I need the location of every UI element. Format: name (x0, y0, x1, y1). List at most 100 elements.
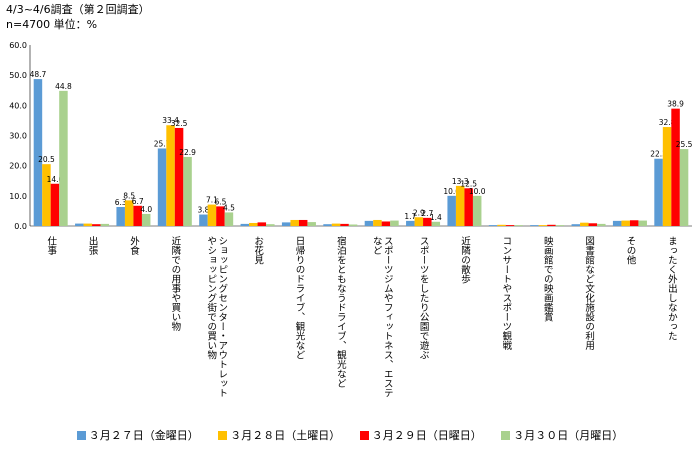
bar-4-4 (183, 156, 192, 226)
data-label: 1.4 (430, 213, 442, 222)
data-label: 10.0 (469, 187, 486, 196)
bar-3-6 (257, 222, 267, 226)
data-label: 3.8 (197, 206, 209, 215)
bar-4-8 (348, 224, 358, 226)
bar-3-4 (174, 127, 184, 226)
data-label: 13.3 (452, 177, 469, 186)
category-label: 図書館など文化施設の利用 (583, 236, 595, 351)
data-label: 12.5 (460, 179, 477, 188)
legend-swatch-series-1 (76, 430, 86, 440)
chart-header: 4/3~4/6調査（第２回調査） n=4700 単位：% (6, 2, 150, 32)
bar-2-4 (166, 125, 175, 226)
category-label: スポーツジムやフィットネス、エステ (382, 236, 394, 398)
category-label: コンサートやスポーツ観戦 (500, 236, 512, 351)
data-label: 22.9 (179, 148, 196, 157)
bar-2-15 (621, 220, 630, 226)
bar-2-3 (124, 200, 134, 226)
bar-4-3 (141, 213, 151, 226)
bar-4-7 (307, 222, 316, 226)
bar-2-6 (249, 222, 258, 226)
bar-1-6 (240, 223, 250, 226)
bar-1-4 (157, 148, 167, 226)
category-label: 近隣の散歩 (459, 235, 471, 284)
bar-4-15 (638, 220, 647, 226)
category-label: 出張 (87, 235, 99, 256)
bar-3-16 (671, 108, 680, 226)
bar-2-12 (497, 224, 506, 226)
data-label: 4.0 (140, 205, 152, 214)
bar-2-11 (455, 185, 465, 226)
bar-3-3 (133, 205, 142, 226)
bar-4-11 (472, 195, 482, 226)
bar-2-10 (414, 217, 424, 226)
bar-1-12 (488, 225, 498, 226)
bar-3-13 (547, 224, 556, 226)
bar-1-5 (199, 214, 208, 226)
data-label: 4.5 (223, 203, 235, 212)
bar-chart: 0.0 10.0 20.0 30.0 40.0 50.0 60.0 48.7 6.3 25.7 3.… (9, 41, 693, 398)
category-label: まったく外出しなかった (666, 236, 678, 341)
category-label: 宿泊をともなうドライブ、観光など (335, 235, 347, 388)
data-label: 32.8 (659, 118, 676, 127)
bar-1-13 (530, 225, 539, 226)
bar-1-15 (612, 220, 622, 226)
data-label: 20.5 (38, 155, 55, 164)
legend-swatch-series-3 (359, 430, 369, 440)
bar-4-1 (59, 90, 68, 226)
legend-label-series-3: ３月２９日（日曜日） (371, 429, 482, 442)
bar-1-11 (447, 195, 456, 226)
category-label: ショッピングセンター・アウトレット (216, 236, 228, 398)
category-label: 近隣での用事や買い物 (169, 235, 181, 332)
legend-label-series-1: ３月２７日（金曜日） (88, 429, 199, 442)
category-label: その他 (624, 236, 636, 265)
data-label: 33.4 (162, 116, 179, 125)
legend-swatch-series-2 (218, 430, 228, 440)
data-label: 8.5 (123, 191, 135, 200)
bar-4-14 (597, 223, 606, 226)
bar-3-7 (298, 219, 308, 226)
bar-3-2 (92, 224, 101, 226)
bar-1-8 (323, 224, 332, 226)
bar-2-9 (373, 219, 382, 226)
bar-1-7 (281, 222, 291, 226)
category-label: など (371, 236, 383, 255)
data-label: 1.7 (404, 212, 416, 221)
bar-3-10 (423, 217, 432, 226)
bar-2-1 (42, 164, 51, 226)
legend-swatch-series-4 (501, 430, 511, 440)
y-tick-label: 30.0 (9, 132, 27, 141)
bar-1-2 (75, 223, 84, 226)
bar-1-9 (364, 220, 374, 226)
legend-label-series-4: ３月３０日（月曜日） (513, 429, 624, 442)
bar-1-10 (406, 220, 415, 226)
y-tick-label: 60.0 (9, 41, 27, 50)
bar-4-10 (431, 221, 441, 226)
legend-item-series-2: ３月２８日（土曜日） (218, 427, 340, 443)
data-label: 6.3 (115, 198, 127, 207)
data-label: 14.0 (47, 175, 64, 184)
category-label: 映画館での映画鑑賞 (542, 235, 554, 322)
bar-3-15 (629, 220, 639, 226)
bar-2-2 (83, 223, 93, 226)
chart-legend: ３月２７日（金曜日） ３月２８日（土曜日） ３月２９日（日曜日） ３月３０日（月… (0, 427, 700, 443)
category-label: 仕事 (45, 235, 57, 255)
category-label: 外食 (128, 235, 140, 256)
bar-3-12 (505, 225, 515, 226)
category-label: やショッピング街での買い物 (205, 236, 217, 360)
bar-4-13 (555, 225, 565, 226)
bar-2-8 (331, 223, 341, 226)
data-label: 25.5 (676, 140, 693, 149)
bar-3-1 (50, 183, 60, 226)
category-label: スポーツをしたり公園で遊ぶ (418, 236, 430, 360)
data-label: 7.1 (206, 196, 218, 205)
bar-2-13 (538, 225, 548, 226)
bar-3-11 (464, 188, 473, 226)
data-label: 2.7 (421, 209, 433, 218)
data-label: 6.7 (132, 197, 144, 206)
y-tick-label: 20.0 (9, 162, 27, 171)
bar-1-1 (33, 79, 43, 226)
bar-4-6 (266, 224, 275, 226)
bar-4-16 (679, 149, 689, 226)
legend-item-series-4: ３月３０日（月曜日） (501, 427, 623, 443)
legend-label-series-2: ３月２８日（土曜日） (230, 429, 341, 442)
